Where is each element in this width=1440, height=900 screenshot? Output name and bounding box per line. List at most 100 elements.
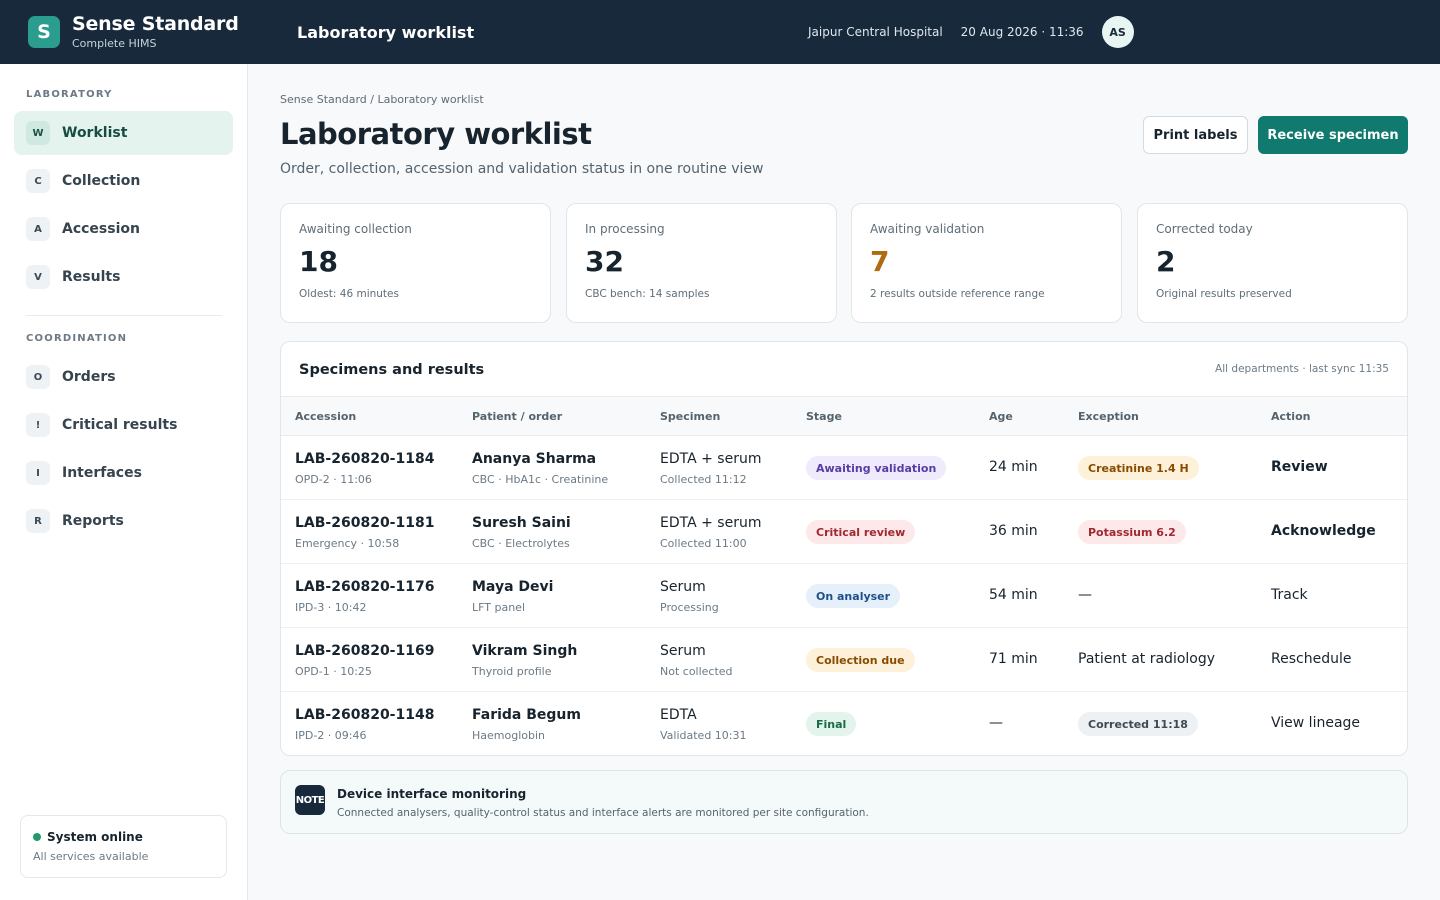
page-title: Laboratory worklist (280, 117, 592, 151)
exception-badge: Creatinine 1.4 H (1078, 456, 1199, 480)
kpi-value: 18 (299, 245, 338, 278)
sidebar-item-label: Worklist (62, 125, 128, 141)
specimen-type: Serum (660, 643, 706, 659)
breadcrumb[interactable]: Sense Standard / Laboratory worklist (280, 93, 484, 106)
kpi-value: 2 (1156, 245, 1176, 278)
accession-id: LAB-260820-1169 (295, 643, 435, 659)
kpi-awaiting-validation: Awaiting validation 7 2 results outside … (851, 203, 1122, 323)
patient-name[interactable]: Maya Devi (472, 579, 554, 595)
patient-name[interactable]: Ananya Sharma (472, 451, 597, 467)
main-content: Sense Standard / Laboratory worklist Lab… (248, 64, 1440, 900)
system-status-title: System online (47, 830, 143, 844)
accession-id: LAB-260820-1176 (295, 579, 435, 595)
col-specimen[interactable]: Specimen (660, 410, 721, 423)
sidebar-item-accession[interactable]: A Accession (14, 207, 233, 251)
order-tests: Thyroid profile (472, 665, 552, 678)
specimen-type: Serum (660, 579, 706, 595)
age-value: 54 min (989, 587, 1038, 603)
hospital-name[interactable]: Jaipur Central Hospital (808, 25, 943, 39)
exception-text: Patient at radiology (1078, 651, 1216, 667)
stage-badge: Critical review (806, 520, 916, 544)
accession-id: LAB-260820-1181 (295, 515, 435, 531)
kpi-note: CBC bench: 14 samples (585, 288, 710, 300)
kpi-in-processing: In processing 32 CBC bench: 14 samples (566, 203, 837, 323)
print-labels-button[interactable]: Print labels (1143, 116, 1248, 154)
specimen-status: Collected 11:12 (660, 473, 747, 486)
brand-name: Sense Standard (72, 13, 239, 35)
accession-source: OPD-2 · 11:06 (295, 473, 372, 486)
order-tests: CBC · Electrolytes (472, 537, 570, 550)
table-row[interactable]: LAB-260820-1169 OPD-1 · 10:25 Vikram Sin… (281, 628, 1407, 692)
specimens-table-card: Specimens and results All departments · … (280, 341, 1408, 756)
sidebar-section-coordination: COORDINATION (26, 333, 128, 344)
brand[interactable]: S Sense Standard Complete HIMS (0, 13, 248, 51)
patient-name[interactable]: Vikram Singh (472, 643, 578, 659)
exception-text: — (1078, 587, 1092, 603)
accession-id: LAB-260820-1148 (295, 707, 435, 723)
sidebar-item-reports[interactable]: R Reports (14, 499, 233, 543)
col-exception[interactable]: Exception (1078, 410, 1139, 423)
specimen-type: EDTA + serum (660, 451, 762, 467)
brand-text: Sense Standard Complete HIMS (72, 13, 239, 51)
table-row[interactable]: LAB-260820-1176 IPD-3 · 10:42 Maya Devi … (281, 564, 1407, 628)
sidebar-item-label: Reports (62, 513, 124, 529)
system-status-subtitle: All services available (33, 850, 149, 863)
table-row[interactable]: LAB-260820-1184 OPD-2 · 11:06 Ananya Sha… (281, 436, 1407, 500)
kpi-label: In processing (585, 222, 665, 236)
col-stage[interactable]: Stage (806, 410, 842, 423)
acknowledge-action[interactable]: Acknowledge (1271, 523, 1376, 539)
kpi-note: Original results preserved (1156, 288, 1292, 300)
device-monitoring-note: NOTE Device interface monitoring Connect… (280, 770, 1408, 834)
sidebar-item-label: Critical results (62, 417, 178, 433)
exception-badge: Potassium 6.2 (1078, 520, 1186, 544)
sidebar-item-interfaces[interactable]: I Interfaces (14, 451, 233, 495)
stage-badge: Collection due (806, 648, 915, 672)
exception-badge: Corrected 11:18 (1078, 712, 1198, 736)
kpi-label: Corrected today (1156, 222, 1253, 236)
sidebar-divider (26, 315, 222, 316)
specimen-status: Processing (660, 601, 719, 614)
col-action[interactable]: Action (1271, 410, 1311, 423)
sidebar-section-laboratory: LABORATORY (26, 89, 113, 100)
kpi-value: 32 (585, 245, 624, 278)
sidebar-item-collection[interactable]: C Collection (14, 159, 233, 203)
accession-source: IPD-2 · 09:46 (295, 729, 367, 742)
kpi-note: Oldest: 46 minutes (299, 288, 399, 300)
sidebar-item-label: Collection (62, 173, 141, 189)
reports-letter-icon: R (26, 509, 50, 533)
patient-name[interactable]: Suresh Saini (472, 515, 571, 531)
reschedule-action[interactable]: Reschedule (1271, 651, 1352, 667)
sidebar-item-worklist[interactable]: W Worklist (14, 111, 233, 155)
col-patient-order[interactable]: Patient / order (472, 410, 563, 423)
table-row[interactable]: LAB-260820-1148 IPD-2 · 09:46 Farida Beg… (281, 692, 1407, 755)
patient-name[interactable]: Farida Begum (472, 707, 581, 723)
specimen-status: Collected 11:00 (660, 537, 747, 550)
sidebar-item-orders[interactable]: O Orders (14, 355, 233, 399)
specimen-type: EDTA + serum (660, 515, 762, 531)
review-action[interactable]: Review (1271, 459, 1328, 475)
table-row[interactable]: LAB-260820-1181 Emergency · 10:58 Suresh… (281, 500, 1407, 564)
age-value: 71 min (989, 651, 1038, 667)
age-value: — (989, 715, 1003, 731)
receive-specimen-button[interactable]: Receive specimen (1258, 116, 1408, 154)
kpi-note: 2 results outside reference range (870, 288, 1045, 300)
specimen-status: Not collected (660, 665, 733, 678)
table-header: Accession Patient / order Specimen Stage… (281, 396, 1407, 436)
sidebar-item-results[interactable]: V Results (14, 255, 233, 299)
age-value: 24 min (989, 459, 1038, 475)
sidebar-item-label: Orders (62, 369, 116, 385)
current-datetime: 20 Aug 2026 · 11:36 (960, 25, 1084, 39)
user-avatar[interactable]: AS (1101, 16, 1134, 48)
accession-source: OPD-1 · 10:25 (295, 665, 372, 678)
kpi-value: 7 (870, 245, 890, 278)
view-lineage-action[interactable]: View lineage (1271, 715, 1361, 731)
sidebar-item-critical-results[interactable]: ! Critical results (14, 403, 233, 447)
sidebar: LABORATORY W Worklist C Collection A Acc… (0, 64, 248, 900)
col-accession[interactable]: Accession (295, 410, 357, 423)
track-action[interactable]: Track (1271, 587, 1308, 603)
status-dot-icon (33, 833, 41, 841)
accession-source: Emergency · 10:58 (295, 537, 400, 550)
note-icon: NOTE (295, 785, 325, 815)
col-age[interactable]: Age (989, 410, 1013, 423)
note-title: Device interface monitoring (337, 787, 527, 801)
